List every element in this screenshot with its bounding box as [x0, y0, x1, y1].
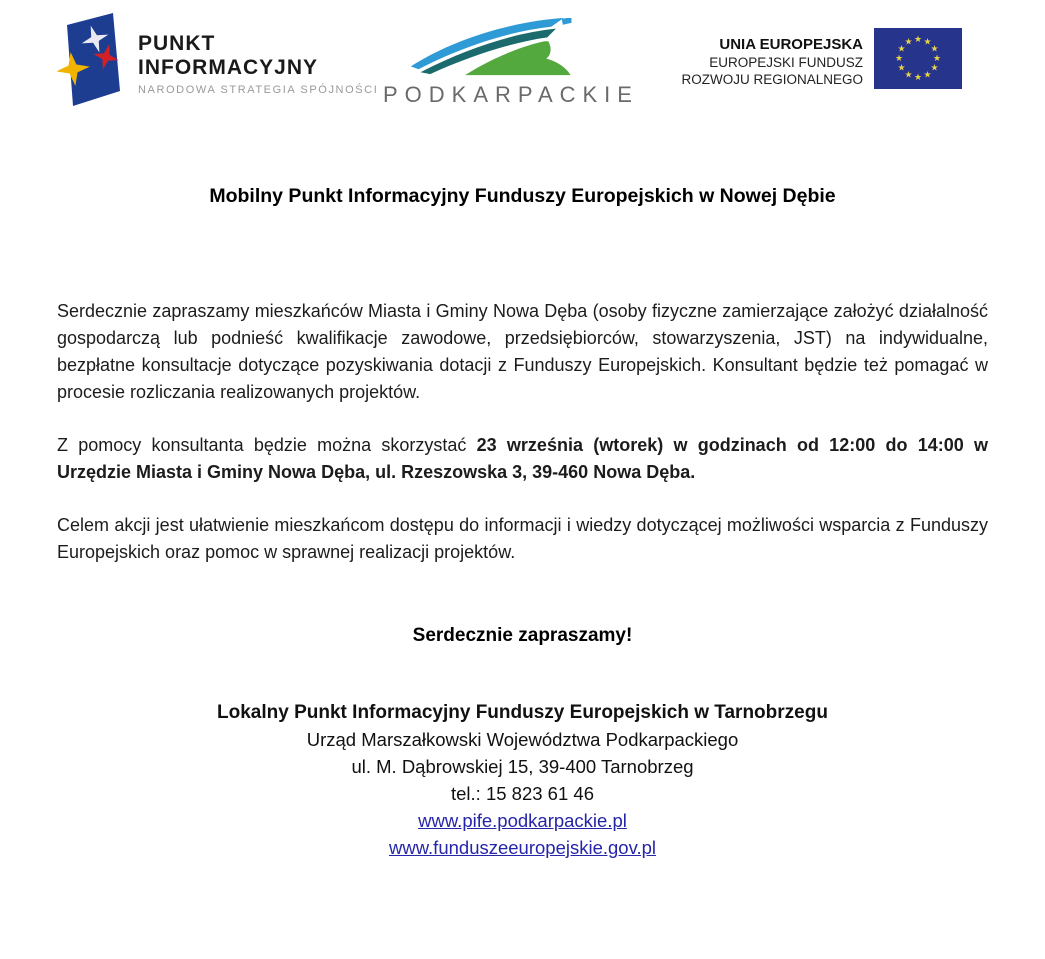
paragraph-purpose: Celem akcji jest ułatwienie mieszkańcom …	[57, 515, 988, 562]
closing-line: Serdecznie zapraszamy!	[412, 625, 633, 646]
svg-text:★: ★	[914, 35, 922, 45]
svg-text:★: ★	[914, 73, 922, 83]
podkarpackie-swoosh-icon	[383, 18, 638, 78]
footer-address: ul. M. Dąbrowskiej 15, 39-400 Tarnobrzeg	[351, 756, 694, 777]
eu-logo-line1: UNIA EUROPEJSKA	[719, 36, 863, 53]
footer-contact-block: Lokalny Punkt Informacyjny Funduszy Euro…	[57, 699, 988, 861]
eu-logo: UNIA EUROPEJSKA EUROPEJSKI FUNDUSZ ROZWO…	[681, 28, 962, 89]
nss-logo-subtitle: NARODOWA STRATEGIA SPÓJNOŚCI	[138, 84, 379, 96]
footer-link-fundusze[interactable]: www.funduszeeuropejskie.gov.pl	[388, 837, 657, 858]
paragraph-schedule-bold: 23 września (wtorek) w godzinach od 12:0…	[57, 435, 988, 482]
eu-logo-line3: ROZWOJU REGIONALNEGO	[681, 72, 863, 87]
document-body: Serdecznie zapraszamy mieszkańców Miasta…	[0, 298, 1045, 861]
page-title: Mobilny Punkt Informacyjny Funduszy Euro…	[209, 185, 836, 207]
footer-org-name: Lokalny Punkt Informacyjny Funduszy Euro…	[217, 702, 828, 723]
footer-link-pife[interactable]: www.pife.podkarpackie.pl	[418, 810, 627, 831]
paragraph-schedule: Z pomocy konsultanta będzie można skorzy…	[57, 432, 988, 486]
nss-logo-line2: INFORMACYJNY	[138, 56, 319, 79]
paragraph-schedule-normal: Z pomocy konsultanta będzie można skorzy…	[57, 435, 477, 455]
svg-text:★: ★	[897, 45, 905, 55]
svg-text:★: ★	[895, 54, 903, 64]
svg-text:★: ★	[897, 64, 905, 74]
nss-logo: PUNKT INFORMACYJNY NARODOWA STRATEGIA SP…	[56, 12, 379, 112]
svg-text:★: ★	[933, 54, 941, 64]
svg-text:★: ★	[923, 38, 931, 48]
eu-logo-line2: EUROPEJSKI FUNDUSZ	[709, 55, 863, 70]
svg-text:★: ★	[904, 38, 912, 48]
svg-text:★: ★	[930, 45, 938, 55]
paragraph-invitation: Serdecznie zapraszamy mieszkańców Miasta…	[57, 301, 988, 402]
eu-flag-icon: ★ ★ ★ ★ ★ ★ ★ ★ ★ ★ ★ ★	[874, 28, 962, 89]
nss-flag-icon	[56, 12, 125, 112]
svg-text:★: ★	[923, 71, 931, 81]
podkarpackie-label: PODKARPACKIE	[383, 82, 639, 107]
header: PUNKT INFORMACYJNY NARODOWA STRATEGIA SP…	[0, 0, 1045, 110]
nss-logo-line1: PUNKT	[138, 32, 216, 55]
svg-text:★: ★	[904, 71, 912, 81]
svg-text:★: ★	[930, 64, 938, 74]
footer-org-dept: Urząd Marszałkowski Województwa Podkarpa…	[306, 729, 739, 750]
podkarpackie-logo: PODKARPACKIE	[383, 18, 638, 108]
footer-phone: tel.: 15 823 61 46	[451, 783, 594, 804]
